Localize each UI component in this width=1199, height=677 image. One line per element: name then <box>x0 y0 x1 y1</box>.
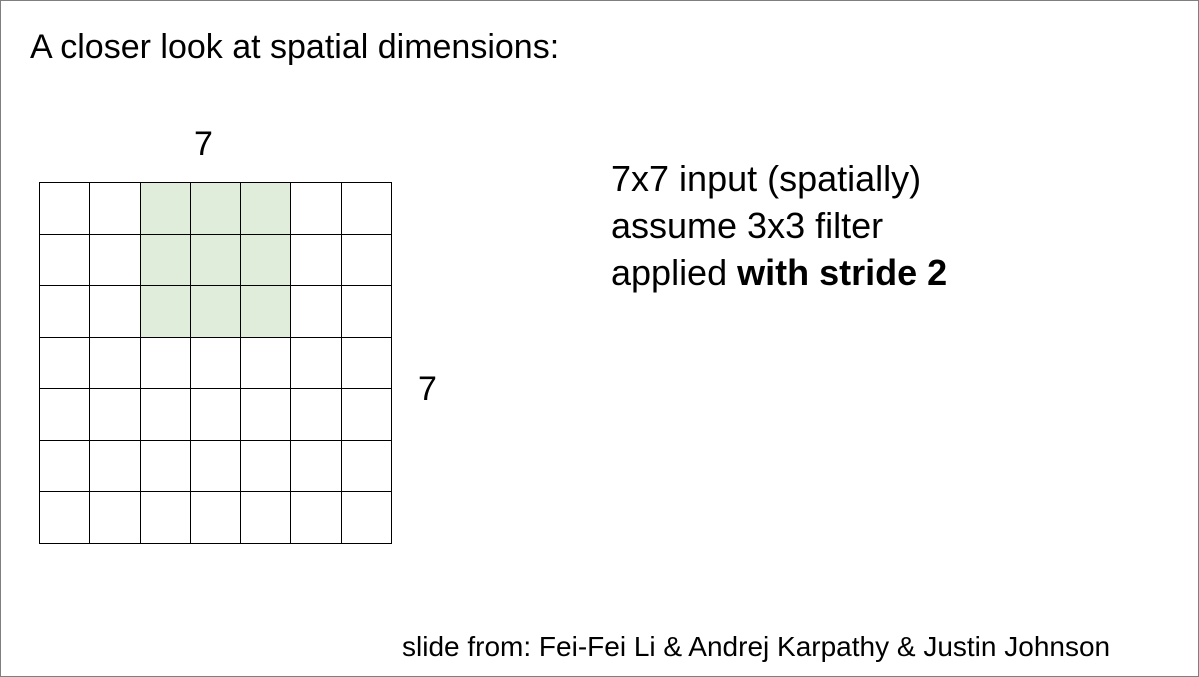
grid-cell <box>291 440 342 493</box>
grid-cell <box>140 440 191 493</box>
description-line-3: applied with stride 2 <box>611 249 947 296</box>
grid-cell <box>291 286 342 338</box>
filter-cell <box>241 183 292 235</box>
grid-cell <box>241 389 292 441</box>
grid-cell <box>90 234 141 287</box>
grid-cell <box>291 234 342 287</box>
grid-cell <box>40 492 91 544</box>
grid-width-label: 7 <box>194 125 213 163</box>
grid-cell <box>140 389 191 441</box>
description-line-1: 7x7 input (spatially) <box>611 158 922 199</box>
grid-cell <box>241 492 292 544</box>
grid-cell <box>291 389 342 441</box>
grid-cell <box>241 440 292 493</box>
grid-cell <box>40 389 91 441</box>
grid-cell <box>90 286 141 338</box>
grid-cell <box>291 183 342 235</box>
grid-cell <box>40 286 91 338</box>
grid-cell <box>341 337 392 390</box>
description: 7x7 input (spatially) assume 3x3 filter … <box>611 155 947 296</box>
grid-cell <box>291 492 342 544</box>
filter-cell <box>190 234 242 287</box>
grid-cell <box>341 492 392 544</box>
grid-cell <box>190 389 242 441</box>
grid-cell <box>90 183 141 235</box>
grid-cell <box>40 234 91 287</box>
filter-cell <box>190 286 242 338</box>
description-line-3-text: applied <box>611 252 738 293</box>
grid-cell <box>90 440 141 493</box>
stride-emphasis: with stride 2 <box>737 252 948 293</box>
grid-cell <box>140 337 191 390</box>
grid-cell <box>341 440 392 493</box>
grid-cell <box>90 389 141 441</box>
grid-cell <box>190 492 242 544</box>
filter-cell <box>140 286 191 338</box>
filter-cell <box>190 183 242 235</box>
grid-cell <box>90 492 141 544</box>
grid-cell <box>40 337 91 390</box>
grid-cell <box>190 440 242 493</box>
slide-title: A closer look at spatial dimensions: <box>30 28 560 66</box>
grid-height-label: 7 <box>418 370 437 408</box>
slide-credit: slide from: Fei-Fei Li & Andrej Karpathy… <box>402 631 1111 662</box>
description-line-2: assume 3x3 filter <box>611 205 884 246</box>
grid-cell <box>341 286 392 338</box>
filter-cell <box>241 286 292 338</box>
filter-cell <box>241 234 292 287</box>
grid-cell <box>341 234 392 287</box>
grid-cell <box>291 337 342 390</box>
filter-cell <box>140 183 191 235</box>
grid-cell <box>40 440 91 493</box>
grid-cell <box>190 337 242 390</box>
grid-cell <box>341 389 392 441</box>
grid-cell <box>241 337 292 390</box>
grid-cell <box>90 337 141 390</box>
grid-cell <box>40 183 91 235</box>
input-grid <box>39 182 392 544</box>
grid-cell <box>140 492 191 544</box>
grid-cell <box>341 183 392 235</box>
filter-cell <box>140 234 191 287</box>
